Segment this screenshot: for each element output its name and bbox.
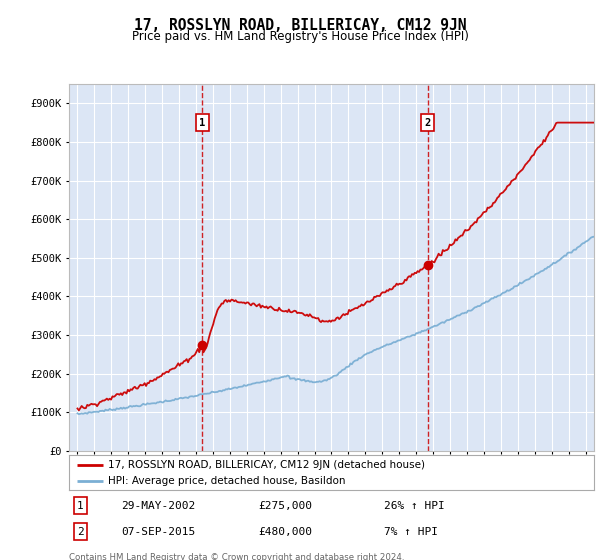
Text: £480,000: £480,000: [258, 526, 312, 536]
Text: 1: 1: [199, 118, 206, 128]
Text: 26% ↑ HPI: 26% ↑ HPI: [384, 501, 445, 511]
Text: 29-MAY-2002: 29-MAY-2002: [121, 501, 196, 511]
Text: 2: 2: [77, 526, 84, 536]
Text: Contains HM Land Registry data © Crown copyright and database right 2024.
This d: Contains HM Land Registry data © Crown c…: [69, 553, 404, 560]
Text: 07-SEP-2015: 07-SEP-2015: [121, 526, 196, 536]
Text: 1: 1: [77, 501, 84, 511]
Text: 2: 2: [424, 118, 431, 128]
Text: 7% ↑ HPI: 7% ↑ HPI: [384, 526, 438, 536]
Text: HPI: Average price, detached house, Basildon: HPI: Average price, detached house, Basi…: [109, 477, 346, 486]
Text: 17, ROSSLYN ROAD, BILLERICAY, CM12 9JN (detached house): 17, ROSSLYN ROAD, BILLERICAY, CM12 9JN (…: [109, 460, 425, 470]
Text: Price paid vs. HM Land Registry's House Price Index (HPI): Price paid vs. HM Land Registry's House …: [131, 30, 469, 43]
Text: £275,000: £275,000: [258, 501, 312, 511]
Text: 17, ROSSLYN ROAD, BILLERICAY, CM12 9JN: 17, ROSSLYN ROAD, BILLERICAY, CM12 9JN: [134, 18, 466, 33]
